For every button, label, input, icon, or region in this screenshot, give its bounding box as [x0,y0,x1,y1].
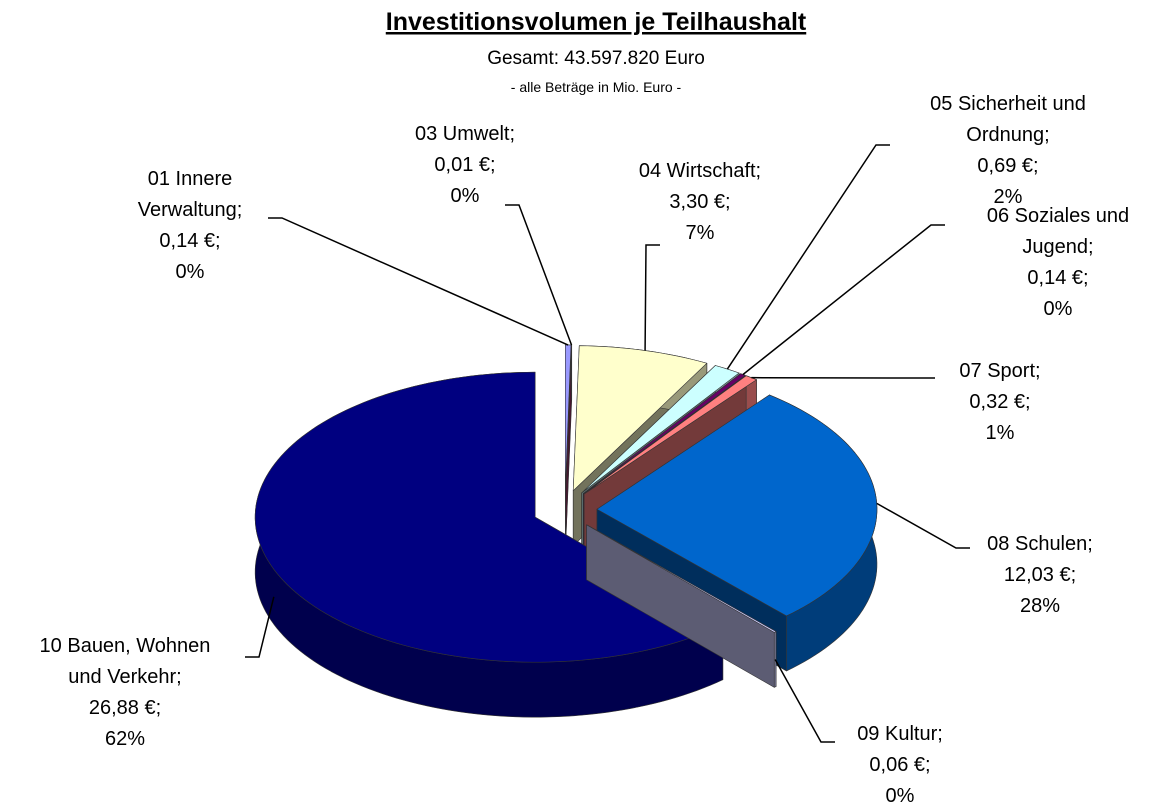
chart-note: - alle Beträge in Mio. Euro - [511,79,682,95]
category-label-line: und Verkehr; [68,666,181,688]
value-label: 0,69 €; [977,155,1038,177]
data-label: 03 Umwelt; 0,01 €; 0% [415,123,515,207]
category-label: 10 Bauen, Wohnen [40,635,211,657]
leader-line [505,204,573,346]
pie [254,344,878,718]
value-label: 0,01 €; [434,154,495,176]
data-label: 09 Kultur; 0,06 €; 0% [857,723,943,805]
leader-line [726,144,890,370]
leader-line [644,244,660,351]
data-label: 05 Sicherheit und Ordnung; 0,69 €; 2% [930,93,1086,208]
value-label: 0,32 €; [969,391,1030,413]
value-label: 0,14 €; [1027,267,1088,289]
slice [586,524,777,633]
leader-line [774,659,835,743]
leader-line [268,217,569,346]
category-label: 07 Sport; [959,360,1040,382]
percent-label: 0% [176,261,205,283]
value-label: 3,30 €; [669,191,730,213]
percent-label: 28% [1020,595,1060,617]
data-label: 08 Schulen; 12,03 €; 28% [987,533,1093,617]
category-label: 05 Sicherheit und [930,93,1086,115]
category-label: 04 Wirtschaft; [639,160,761,182]
chart-subtitle: Gesamt: 43.597.820 Euro [487,48,705,69]
data-label: 07 Sport; 0,32 €; 1% [959,360,1040,444]
data-label: 06 Soziales und Jugend; 0,14 €; 0% [987,205,1129,320]
category-label-line: Ordnung; [966,124,1049,146]
value-label: 26,88 €; [89,697,161,719]
category-label: 08 Schulen; [987,533,1093,555]
percent-label: 62% [105,728,145,750]
percent-label: 0% [1044,298,1073,320]
data-label: 04 Wirtschaft; 3,30 €; 7% [639,160,761,244]
leader-line [876,502,970,549]
leader-line [742,224,945,376]
data-label: 01 Innere Verwaltung; 0,14 €; 0% [138,168,243,283]
category-label-line: Jugend; [1022,236,1093,258]
leader-line [245,596,275,658]
value-label: 0,14 €; [159,230,220,252]
data-label: 10 Bauen, Wohnen und Verkehr; 26,88 €; 62% [40,635,211,750]
percent-label: 1% [986,422,1015,444]
percent-label: 0% [886,785,915,805]
value-label: 0,06 €; [869,754,930,776]
percent-label: 0% [451,185,480,207]
percent-label: 7% [686,222,715,244]
labels: 01 Innere Verwaltung; 0,14 €; 0%03 Umwelt; 0… [40,93,1130,805]
category-label: 01 Innere [148,168,233,190]
percent-label: 2% [994,186,1023,208]
value-label: 12,03 €; [1004,564,1076,586]
category-label-line: Verwaltung; [138,199,243,221]
category-label: 09 Kultur; [857,723,943,745]
chart-title: Investitionsvolumen je Teilhaushalt [386,8,807,36]
category-label: 06 Soziales und [987,205,1129,227]
category-label: 03 Umwelt; [415,123,515,145]
